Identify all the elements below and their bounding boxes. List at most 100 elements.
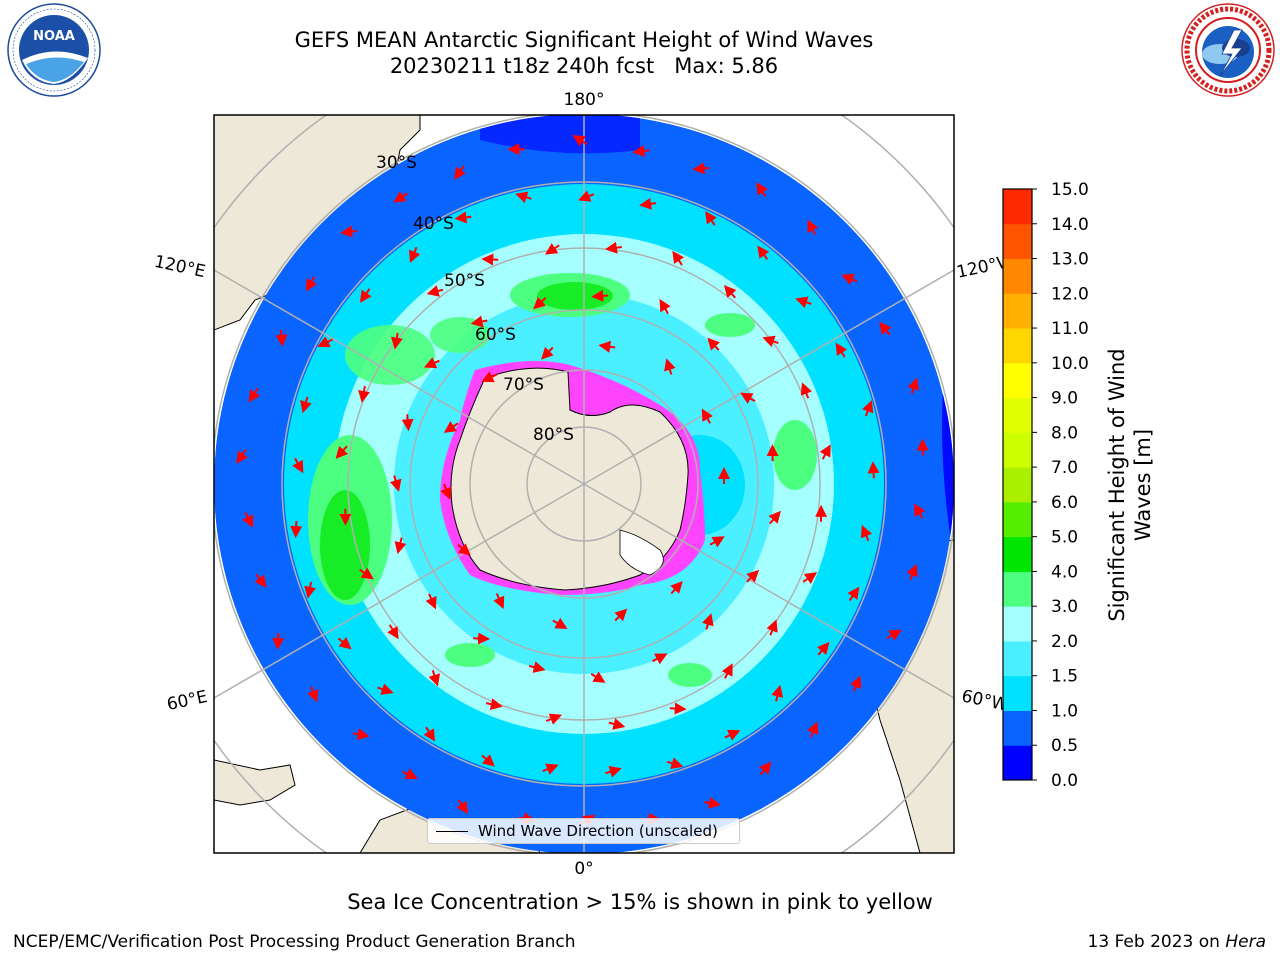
wave-direction-arrow (393, 191, 408, 203)
map-legend: Wind Wave Direction (unscaled) (427, 818, 740, 844)
wave-direction-arrow (702, 613, 714, 630)
wave-direction-arrow (454, 165, 466, 180)
colorbar-tick-label: 1.5 (1051, 667, 1078, 687)
wave-direction-arrow (544, 242, 560, 255)
wave-direction-arrow (275, 329, 288, 347)
wave-direction-arrow (701, 408, 713, 424)
wave-direction-arrow (709, 536, 725, 548)
wave-direction-arrow (394, 537, 407, 555)
wave-direction-arrow (481, 253, 499, 266)
wave-direction-arrow (454, 211, 472, 224)
wave-direction-arrow (670, 580, 683, 595)
footer-date: 13 Feb 2023 on (1087, 932, 1226, 952)
wave-direction-arrow (387, 624, 399, 640)
colorbar-label-line2: Waves [m] (1131, 428, 1155, 542)
wave-direction-arrow (528, 661, 546, 673)
colorbar-bin (1003, 293, 1032, 329)
colorbar-tick-label: 6.0 (1051, 493, 1078, 513)
colorbar-bin (1003, 675, 1032, 711)
wave-direction-arrow (850, 675, 862, 692)
wave-direction-arrow (409, 246, 421, 263)
wave-direction-arrow (236, 449, 248, 464)
wave-direction-arrow (335, 445, 349, 459)
lat-label-80s: 80°S (533, 425, 574, 445)
wave-direction-arrow (746, 569, 760, 583)
wave-direction-arrow (272, 632, 285, 650)
colorbar-tick-label: 3.0 (1051, 597, 1078, 617)
wave-direction-arrow (292, 457, 304, 474)
wave-direction-arrow (542, 763, 559, 775)
wave-direction-arrow (248, 387, 261, 403)
wave-direction-arrow (740, 392, 756, 404)
lat-label-50s: 50°S (444, 271, 485, 291)
colorbar-label-line1: Significant Height of Wind (1105, 348, 1129, 622)
wave-direction-arrow (352, 728, 370, 741)
wave-direction-arrow (428, 670, 441, 687)
wave-direction-arrow (605, 766, 622, 778)
wave-direction-arrow (867, 461, 880, 479)
wave-direction-arrow (639, 197, 657, 210)
colorbar-bin (1003, 536, 1032, 572)
colorbar-bin (1003, 606, 1032, 642)
wave-direction-arrow (721, 663, 733, 679)
footer-right: 13 Feb 2023 on Hera (1088, 932, 1266, 952)
wave-direction-arrow (481, 754, 495, 767)
wave-direction-arrow (304, 581, 316, 599)
wave-direction-arrow (841, 273, 858, 285)
wave-direction-arrow (669, 702, 687, 715)
wave-direction-arrow (443, 421, 459, 433)
wave-direction-arrow (723, 285, 737, 299)
colorbar-bin (1003, 397, 1032, 433)
wave-direction-arrow (704, 797, 721, 809)
wave-direction-arrow (440, 483, 452, 500)
wave-direction-arrow (847, 586, 860, 602)
wave-direction-arrow (768, 510, 781, 525)
wave-direction-arrow (423, 357, 440, 369)
wave-direction-arrow (771, 684, 784, 702)
wave-direction-arrow (359, 567, 374, 580)
lon-label-60e: 60°E (165, 687, 209, 715)
colorbar-bin (1003, 640, 1032, 677)
wave-direction-arrow (766, 619, 778, 636)
nws-logo (1181, 3, 1275, 97)
wave-direction-arrow (807, 721, 819, 738)
wave-direction-arrow (724, 729, 741, 741)
colorbar-bin (1003, 501, 1032, 538)
colorbar-bin (1003, 223, 1032, 260)
wave-direction-arrow (402, 768, 418, 780)
map-frame (213, 114, 955, 854)
colorbar-bin (1003, 362, 1032, 399)
colorbar-frame (1002, 188, 1033, 781)
wave-direction-arrow (481, 371, 498, 383)
wave-direction-arrow (470, 315, 488, 328)
caption: Sea Ice Concentration > 15% is shown in … (347, 890, 933, 914)
wave-direction-arrow (426, 285, 444, 297)
wave-direction-arrow (389, 475, 402, 492)
wave-direction-arrows (236, 135, 929, 827)
colorbar-tick-label: 2.0 (1051, 632, 1078, 652)
wave-direction-arrow (591, 289, 609, 302)
wave-direction-arrow (672, 250, 685, 266)
colorbar-tick-label: 1.0 (1051, 701, 1078, 721)
footer-host: Hera (1225, 932, 1266, 952)
wave-direction-arrow (819, 444, 831, 460)
footer-left: NCEP/EMC/Verification Post Processing Pr… (13, 932, 576, 952)
wave-direction-arrow (305, 276, 318, 292)
colorbar-tick-label: 0.5 (1051, 736, 1078, 756)
noaa-logo: NOAA (7, 3, 101, 97)
wave-direction-arrow (835, 342, 848, 358)
wave-direction-arrow (425, 593, 437, 610)
wave-direction-arrow (762, 335, 779, 348)
colorbar-tick-label: 15.0 (1051, 180, 1089, 200)
colorbar-tick-label: 4.0 (1051, 562, 1078, 582)
wave-direction-arrow (337, 637, 352, 650)
colorbar-tick-label: 11.0 (1051, 319, 1089, 339)
colorbar-tick-label: 12.0 (1051, 284, 1089, 304)
wave-direction-arrow (300, 396, 312, 414)
colorbar-bin (1003, 710, 1032, 746)
legend-line-symbol (436, 831, 468, 832)
colorbar-bin (1003, 258, 1032, 294)
wave-direction-arrow (604, 241, 622, 254)
lat-label-70s: 70°S (503, 375, 544, 395)
wave-direction-arrow (254, 573, 267, 588)
